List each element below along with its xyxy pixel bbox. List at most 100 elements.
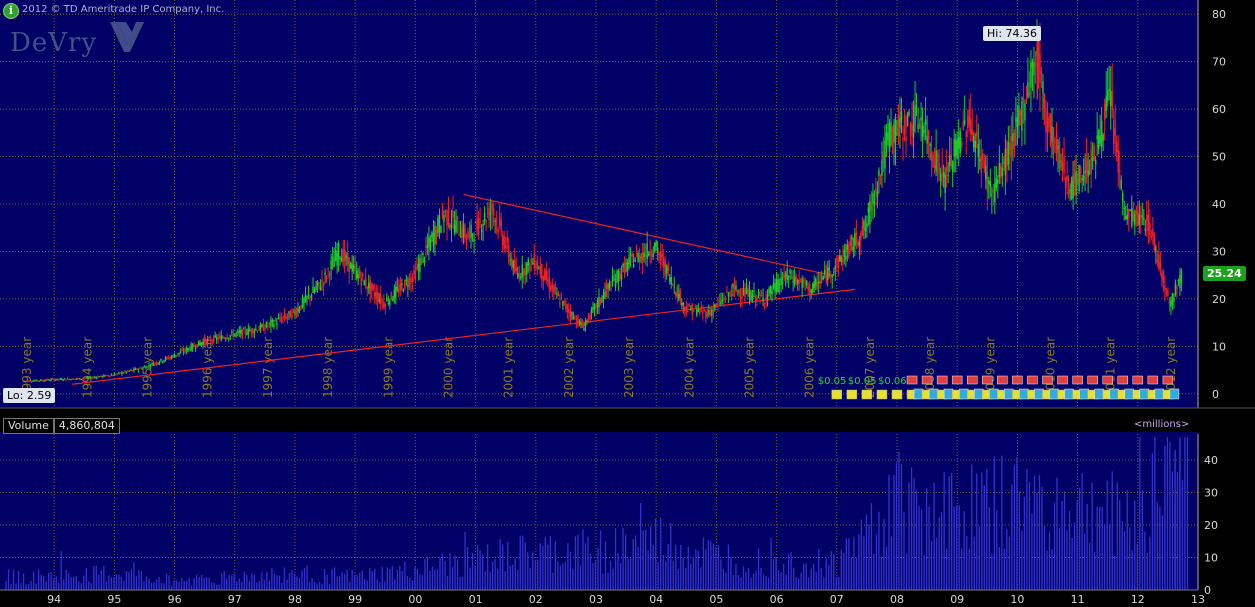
candle-body <box>1099 136 1101 144</box>
candle-body <box>163 360 165 362</box>
candle-body <box>1058 141 1061 169</box>
candle-body <box>327 268 329 270</box>
candle-body <box>899 118 901 128</box>
candle-body <box>867 207 870 213</box>
candle-body <box>203 338 206 343</box>
candle-body <box>863 221 865 229</box>
dividend-marker <box>846 389 858 400</box>
candle-body <box>507 245 510 258</box>
candle-body <box>85 378 87 380</box>
candle-body <box>727 292 730 297</box>
candle-body <box>264 327 266 330</box>
candle-body <box>258 329 260 331</box>
candle-body <box>626 262 629 272</box>
candle-body <box>855 232 858 246</box>
candle-body <box>209 339 212 342</box>
earnings-marker <box>913 388 924 400</box>
info-icon[interactable]: i <box>3 3 19 19</box>
candle-body <box>927 131 930 140</box>
candle-body <box>968 109 970 126</box>
candle-body <box>604 291 606 299</box>
candle-body <box>547 279 549 282</box>
candle-body <box>942 172 945 178</box>
candle-body <box>100 375 102 377</box>
event-marker <box>1072 375 1083 385</box>
candle-body <box>741 295 743 299</box>
candle-body <box>220 335 222 341</box>
candle-body <box>80 378 83 380</box>
candle-body <box>1003 161 1005 165</box>
candle-body <box>944 174 946 193</box>
candle-body <box>495 220 498 222</box>
candle-body <box>410 278 412 283</box>
candle-body <box>351 264 353 272</box>
candle-body <box>109 375 111 377</box>
candle-body <box>53 379 55 381</box>
candle-body <box>426 246 429 248</box>
candle-body <box>1088 172 1091 174</box>
candle-body <box>557 293 560 297</box>
candle-body <box>715 304 718 306</box>
candle-body <box>428 236 430 247</box>
candle-body <box>39 379 42 381</box>
candle-body <box>205 339 207 344</box>
candle-body <box>30 381 33 383</box>
candle-body <box>848 245 850 257</box>
candle-body <box>77 378 80 380</box>
candle-body <box>86 377 89 379</box>
candle-body <box>1103 104 1106 120</box>
volume-value: 4,860,804 <box>53 418 120 434</box>
candle-body <box>1123 207 1126 210</box>
candle-body <box>438 215 441 233</box>
candle-body <box>824 269 826 275</box>
candle-body <box>569 311 572 318</box>
candle-body <box>831 274 834 278</box>
candle-body <box>199 342 201 346</box>
candle-body <box>1064 177 1067 188</box>
candle-body <box>133 368 135 371</box>
event-marker <box>1027 375 1038 385</box>
candle-body <box>646 243 648 259</box>
candle-body <box>890 122 892 145</box>
candle-body <box>110 374 113 376</box>
candle-body <box>522 269 525 277</box>
candle-body <box>724 299 727 301</box>
candle-body <box>801 278 803 289</box>
candle-body <box>312 286 314 294</box>
candle-body <box>891 129 894 132</box>
candle-body <box>358 269 361 278</box>
candle-body <box>825 275 828 282</box>
candle-body <box>417 263 420 270</box>
candle-body <box>565 303 567 310</box>
candle-body <box>369 281 371 294</box>
candle-body <box>1022 97 1025 101</box>
event-marker <box>951 375 963 385</box>
year-label: 1999 year <box>381 337 395 398</box>
candle-body <box>754 295 757 301</box>
candle-body <box>681 302 683 305</box>
candle-body <box>241 329 244 336</box>
dividend-marker <box>861 389 873 400</box>
candle-body <box>1055 132 1058 154</box>
candle-body <box>985 165 987 180</box>
candle-body <box>733 285 736 289</box>
candle-body <box>599 298 602 302</box>
candle-body <box>836 259 838 261</box>
candle-body <box>538 268 540 270</box>
candle-body <box>486 212 489 215</box>
dividend-label: $0.05 <box>818 376 847 387</box>
candle-body <box>377 292 379 302</box>
candle-body <box>664 261 666 276</box>
candle-body <box>48 380 51 382</box>
candle-body <box>717 303 719 305</box>
candle-body <box>271 319 274 323</box>
candle-body <box>598 296 600 308</box>
candle-body <box>1115 141 1118 153</box>
candle-body <box>26 381 28 383</box>
candle-body <box>894 117 897 142</box>
candle-body <box>659 250 662 261</box>
copyright-text: 2012 © TD Ameritrade IP Company, Inc. <box>22 4 225 15</box>
candle-body <box>796 280 799 285</box>
candle-body <box>1180 270 1183 284</box>
candle-body <box>1069 189 1071 192</box>
